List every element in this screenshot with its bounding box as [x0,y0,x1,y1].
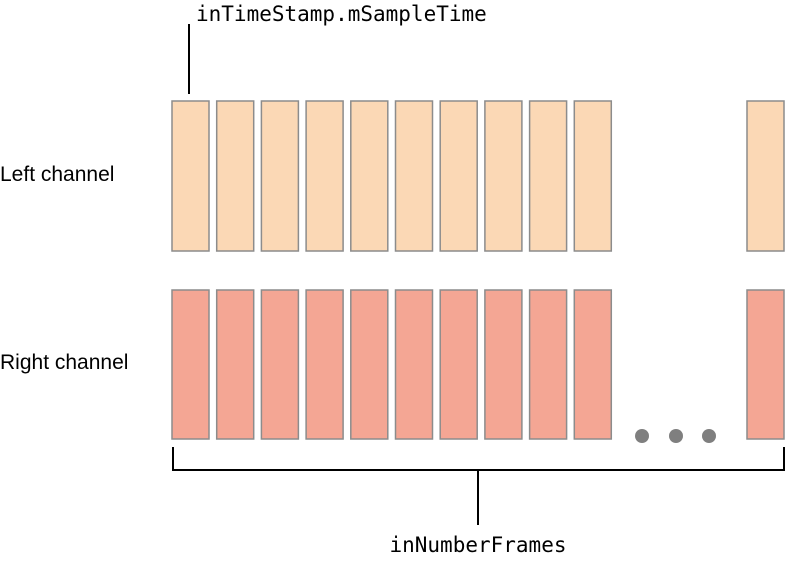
sample-boxes [171,100,785,440]
left-sample [350,100,389,252]
left-sample [394,100,434,252]
right-sample [484,289,523,440]
right-channel-label: Right channel [0,351,128,374]
right-sample [573,289,613,440]
ellipsis-dot [669,429,683,443]
right-sample [746,289,785,440]
left-sample [171,100,210,252]
left-sample [528,100,568,252]
right-sample [305,289,344,440]
right-sample [171,289,210,440]
frames-bracket [172,447,785,525]
left-sample [746,100,785,252]
right-sample [439,289,478,440]
right-sample [350,289,389,440]
ellipsis-dot [635,429,649,443]
timestamp-label: inTimeStamp.mSampleTime [196,2,487,26]
right-sample [394,289,434,440]
left-sample [260,100,300,252]
left-sample [215,100,255,252]
left-sample [573,100,613,252]
right-sample [215,289,255,440]
right-sample [528,289,568,440]
left-sample [484,100,523,252]
left-sample [439,100,478,252]
right-sample [260,289,300,440]
left-channel-label: Left channel [0,163,114,186]
frames-label: inNumberFrames [389,533,566,557]
ellipsis-dot [702,429,716,443]
left-sample [305,100,344,252]
